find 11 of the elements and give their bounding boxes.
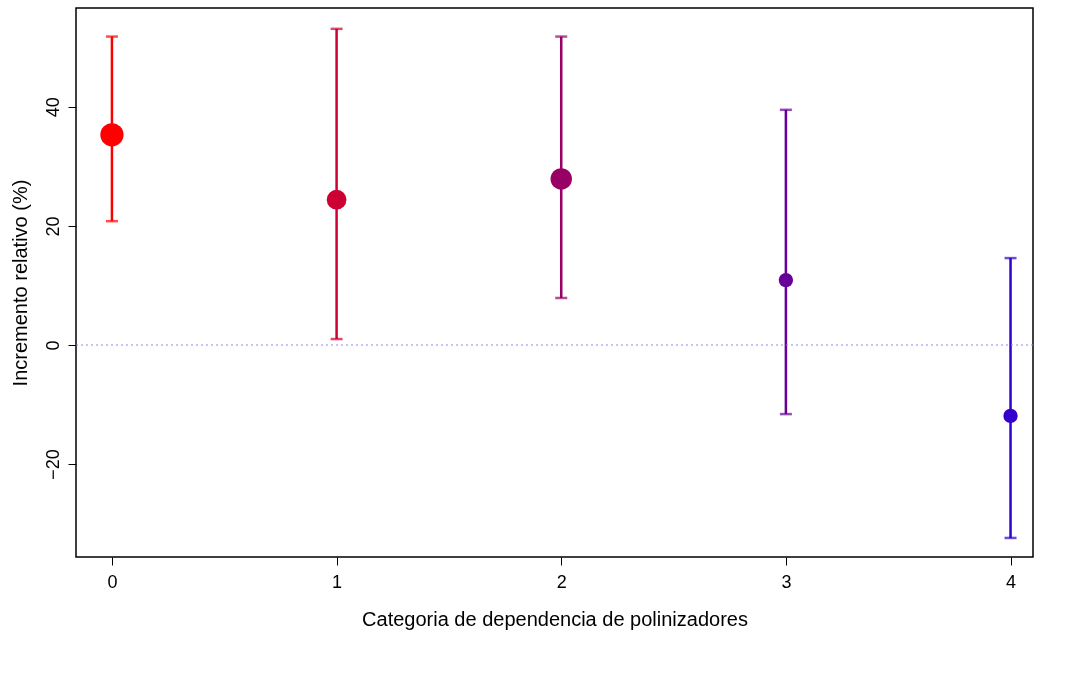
y-tick-label: 0	[42, 340, 63, 351]
x-tick-label: 2	[556, 571, 567, 592]
y-tick-label: −20	[42, 449, 63, 480]
x-tick-label: 3	[781, 571, 792, 592]
y-tick-label: 40	[42, 97, 63, 118]
x-tick-label: 1	[332, 571, 343, 592]
x-tick-label: 4	[1006, 571, 1017, 592]
x-tick-label: 0	[107, 571, 118, 592]
y-tick-label: 20	[42, 216, 63, 237]
x-axis-title: Categoria de dependencia de polinizadores	[362, 607, 748, 630]
y-axis-title: Incremento relativo (%)	[8, 179, 31, 387]
